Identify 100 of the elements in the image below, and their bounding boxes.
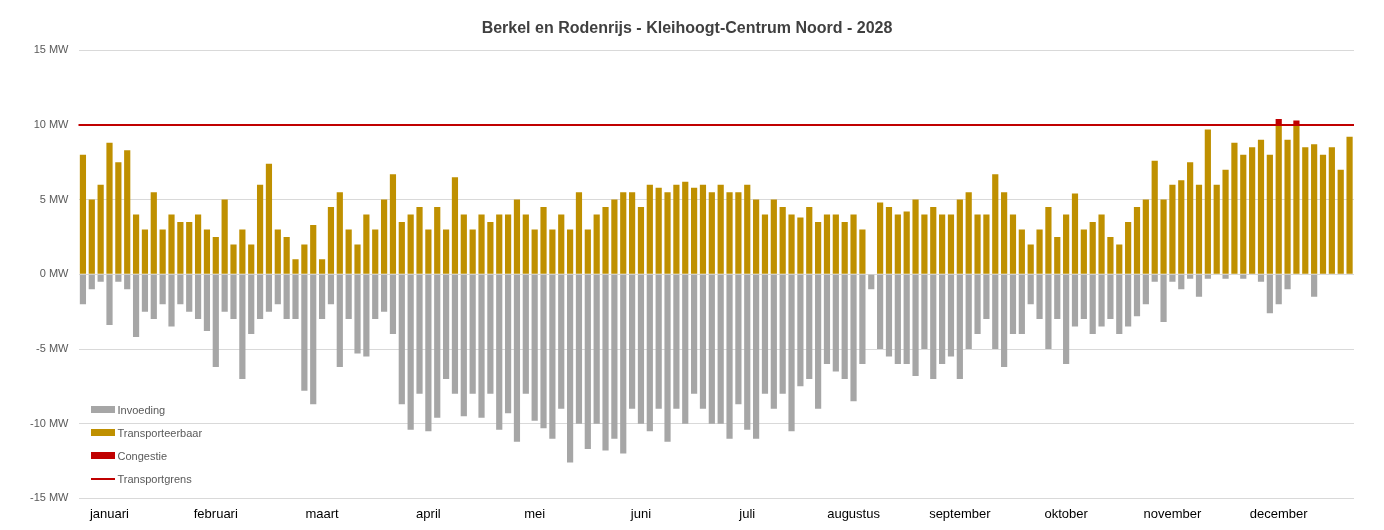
bar	[850, 214, 857, 274]
bar	[203, 229, 211, 274]
bar	[1319, 154, 1327, 274]
bar	[159, 274, 166, 305]
bar	[1116, 244, 1123, 274]
bar	[150, 274, 157, 320]
legend-label: Congestie	[117, 449, 168, 462]
bar	[620, 192, 627, 274]
bar	[1169, 274, 1176, 282]
bar	[425, 229, 432, 274]
bar	[354, 274, 361, 354]
bar	[451, 274, 459, 394]
bar	[691, 187, 698, 274]
bar	[451, 177, 459, 274]
bar	[168, 274, 175, 327]
bar	[806, 274, 813, 379]
bar	[1089, 274, 1096, 335]
bar	[327, 207, 335, 274]
bar	[248, 274, 255, 335]
bar	[1337, 169, 1344, 274]
bar	[761, 274, 769, 394]
bar	[788, 214, 795, 274]
bar	[230, 244, 237, 274]
bar	[487, 222, 494, 274]
bar	[513, 199, 521, 274]
bar	[877, 202, 884, 274]
bar	[141, 274, 149, 312]
bar	[850, 274, 857, 402]
bar	[1080, 274, 1087, 320]
bar	[97, 274, 104, 282]
bar	[646, 274, 653, 432]
bar	[1018, 229, 1025, 274]
bar	[602, 274, 609, 451]
bar	[505, 274, 512, 414]
bar	[1054, 236, 1061, 274]
bar	[141, 229, 149, 274]
bar	[1240, 274, 1247, 279]
bar	[115, 162, 122, 274]
bar	[354, 244, 361, 274]
bar	[88, 199, 95, 274]
bar	[939, 274, 946, 364]
bar	[496, 274, 503, 430]
bar	[921, 214, 928, 274]
x-tick-label: december	[1249, 505, 1309, 521]
bar	[797, 274, 804, 387]
bar	[124, 274, 131, 290]
bar	[1328, 147, 1335, 274]
bar	[549, 274, 556, 439]
bar	[868, 274, 875, 290]
bar	[974, 274, 981, 335]
bar	[434, 207, 441, 274]
x-tick-label: april	[416, 505, 441, 521]
bar	[770, 274, 777, 409]
bar	[629, 192, 636, 274]
bar	[593, 274, 600, 424]
bar	[939, 214, 946, 274]
bar	[947, 214, 955, 274]
bar	[956, 274, 963, 379]
bar	[345, 274, 352, 320]
bar	[611, 199, 618, 274]
bar	[1009, 214, 1017, 274]
bar	[150, 192, 157, 274]
bar	[1231, 142, 1238, 274]
bar	[283, 236, 290, 274]
bar	[336, 274, 343, 367]
bar	[1275, 274, 1282, 305]
bar	[363, 274, 370, 357]
y-tick-label: -10 MW	[30, 416, 70, 429]
bar	[301, 274, 308, 391]
bar	[575, 274, 583, 424]
bar	[292, 259, 299, 274]
bar	[823, 214, 831, 274]
bar	[221, 274, 228, 312]
bar	[1187, 274, 1194, 279]
bar	[1204, 129, 1211, 274]
bar	[558, 214, 565, 274]
bar	[1142, 274, 1149, 305]
bar	[478, 274, 485, 418]
bar	[1080, 229, 1087, 274]
bar	[894, 214, 901, 274]
bar	[1098, 214, 1105, 274]
bar	[1125, 274, 1132, 327]
bar	[1151, 274, 1158, 282]
bar	[1133, 207, 1141, 274]
bar	[629, 274, 636, 409]
bar	[699, 184, 707, 274]
bar	[841, 274, 848, 379]
bar	[983, 214, 990, 274]
bar	[593, 214, 600, 274]
bar	[469, 274, 476, 394]
bar	[531, 274, 538, 421]
bar	[1133, 274, 1141, 317]
bar	[567, 229, 574, 274]
bar	[531, 229, 538, 274]
bar	[1071, 274, 1079, 327]
legend-label: Transporteerbaar	[117, 426, 203, 439]
bar	[1116, 274, 1123, 335]
bar	[487, 274, 494, 394]
chart-title: Berkel en Rodenrijs - Kleihoogt-Centrum Noord - 2028	[481, 19, 893, 37]
y-tick-label: -5 MW	[36, 342, 70, 355]
